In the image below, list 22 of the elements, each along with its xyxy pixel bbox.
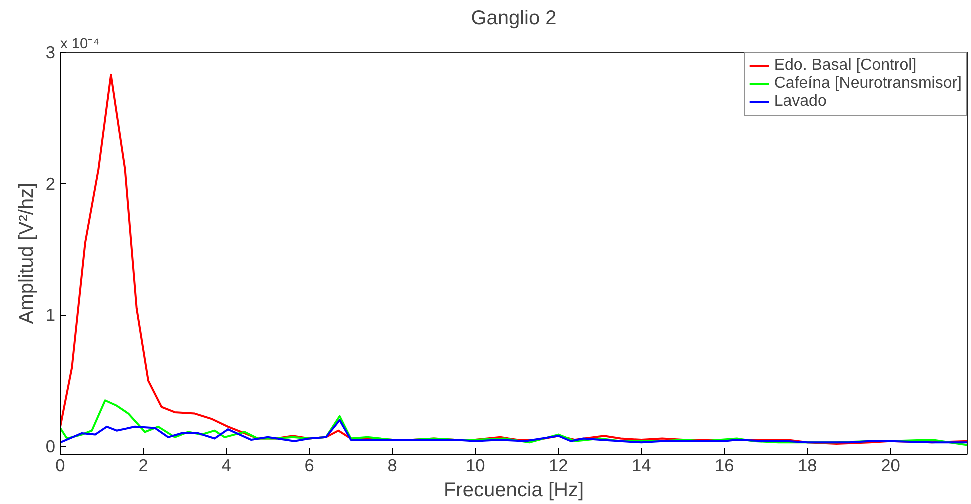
x-tick-label: 8 xyxy=(388,456,398,476)
x-tick-label: 12 xyxy=(548,456,568,476)
x-tick-label: 14 xyxy=(632,456,652,476)
legend-label: Edo. Basal [Control] xyxy=(774,57,917,75)
x-tick-label: 10 xyxy=(466,456,486,476)
legend-label: Lavado xyxy=(774,93,827,111)
annotation: x 10⁻⁴ xyxy=(60,36,100,52)
x-tick-label: 4 xyxy=(222,456,232,476)
y-tick-label: 0 xyxy=(46,436,56,457)
legend-label: Cafeína [Neurotransmisor] xyxy=(774,75,962,93)
y-tick-label: 2 xyxy=(46,174,56,194)
line-series xyxy=(60,419,968,444)
x-tick-label: 18 xyxy=(798,456,818,476)
y-axis-title: Amplitud [V²/hz] xyxy=(16,182,38,324)
x-tick-label: 6 xyxy=(304,456,314,476)
x-tick-label: 16 xyxy=(715,456,734,476)
y-tick-label: 1 xyxy=(46,305,56,326)
x-axis-title: Frecuencia [Hz] xyxy=(444,480,584,502)
chart-title: Ganglio 2 xyxy=(471,8,557,30)
y-tick-label: 3 xyxy=(46,42,56,62)
x-tick-label: 2 xyxy=(138,456,148,476)
x-tick-label: 20 xyxy=(881,456,900,476)
